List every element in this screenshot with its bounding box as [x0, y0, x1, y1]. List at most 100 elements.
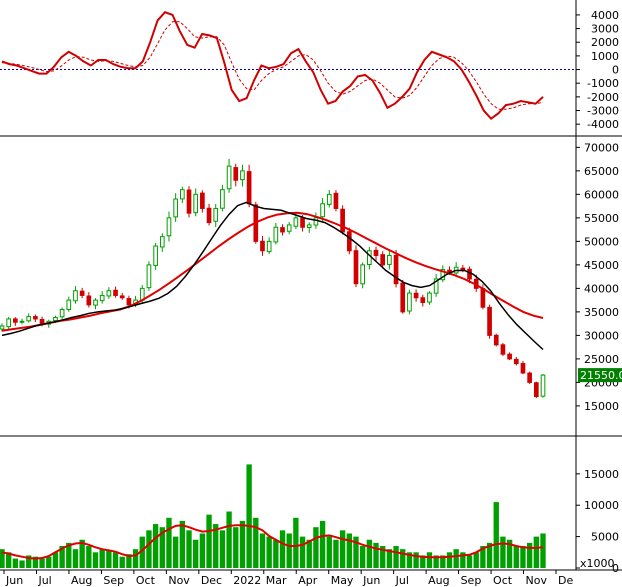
volume-bar — [380, 546, 386, 568]
volume-moving-average — [1, 524, 544, 560]
volume-bar — [132, 549, 139, 568]
candle-body — [400, 282, 406, 313]
volume-bar — [533, 536, 539, 568]
volume-bar — [233, 527, 239, 568]
price-tick-label: 35000 — [584, 306, 619, 319]
candle-body — [66, 299, 72, 310]
candle-body — [340, 208, 345, 233]
candle-body — [387, 254, 392, 265]
volume-bar — [500, 536, 506, 568]
volume-bar — [206, 514, 212, 568]
volume-bar — [72, 549, 79, 568]
price-tick-label: 45000 — [584, 259, 619, 272]
candle-body — [440, 269, 446, 281]
candle-body — [119, 295, 125, 299]
price-tick-label: 15000 — [584, 400, 619, 413]
volume-bar — [259, 533, 266, 568]
volume-bar — [119, 556, 125, 568]
candle-body — [146, 264, 152, 289]
candle-body — [427, 292, 432, 303]
x-tick-label: Nov — [526, 574, 548, 587]
candle-body — [126, 298, 132, 306]
volume-bar — [139, 536, 145, 568]
volume-bar — [59, 546, 65, 568]
candle-body — [26, 316, 32, 322]
oscillator-tick-label: 4000 — [591, 9, 619, 22]
volume-tick-label: 10000 — [584, 499, 619, 512]
oscillator-tick-label: -2000 — [587, 91, 619, 104]
volume-tick-label: 0 — [612, 562, 619, 575]
volume-bar — [520, 546, 526, 568]
volume-bar — [6, 552, 12, 568]
volume-bar — [46, 556, 52, 568]
oscillator-tick-label: 0 — [612, 64, 619, 77]
volume-bar — [166, 517, 172, 568]
volume-bar — [486, 542, 493, 568]
candle-body — [0, 325, 5, 330]
volume-bar — [66, 542, 72, 568]
price-tick-label: 55000 — [584, 212, 619, 225]
volume-bar — [440, 555, 446, 568]
candle-body — [220, 189, 225, 209]
candle-body — [186, 189, 192, 214]
volume-tick-label: 5000 — [591, 531, 619, 544]
volume-bar — [313, 527, 319, 568]
panel-borders — [0, 0, 622, 571]
candle-body — [280, 227, 285, 233]
volume-bar — [12, 558, 19, 568]
oscillator-tick-label: -1000 — [587, 77, 619, 90]
candle-body — [233, 167, 239, 181]
candle-body — [367, 250, 372, 266]
candle-body — [166, 217, 172, 237]
volume-bar — [453, 549, 459, 568]
candle-body — [460, 267, 466, 271]
volume-bar — [473, 552, 479, 568]
volume-ma-line — [1, 524, 544, 560]
volume-bar — [299, 536, 306, 568]
volume-bar — [253, 517, 259, 568]
candle-body — [540, 374, 546, 397]
oscillator-signal-line — [1, 21, 544, 110]
volume-bar — [366, 539, 373, 568]
volume-bar — [193, 539, 199, 568]
candle-body — [153, 245, 158, 266]
price-moving-averages — [1, 201, 544, 351]
candle-body — [39, 318, 45, 325]
x-tick-label: Nov — [168, 574, 190, 587]
volume-bar — [152, 524, 159, 568]
volume-bar — [460, 552, 466, 568]
volume-bar — [172, 536, 179, 568]
volume-bar — [0, 549, 5, 568]
candle-body — [206, 207, 212, 224]
candle-body — [6, 318, 12, 328]
last-price-label: 21550.00 — [580, 369, 622, 382]
volume-bar — [406, 552, 413, 568]
volume-bar — [346, 533, 352, 568]
price-panel: 70000 65000 60000 55000 50000 45000 40000 35000… — [0, 141, 622, 413]
x-tick-label: Aug — [71, 574, 92, 587]
price-tick-label: 70000 — [584, 141, 619, 154]
price-tick-label: 25000 — [584, 353, 619, 366]
candle-body — [93, 299, 98, 306]
candle-body — [507, 353, 512, 360]
volume-bar — [420, 555, 426, 568]
candle-body — [487, 306, 492, 336]
candle-body — [73, 290, 78, 302]
volume-bar — [493, 502, 499, 568]
x-tick-label: May — [331, 574, 354, 587]
candle-body — [33, 316, 38, 320]
candle-body — [286, 224, 292, 232]
candle-body — [300, 217, 305, 228]
candle-body — [527, 372, 532, 383]
x-tick-label: 2022 — [233, 574, 261, 587]
candle-body — [173, 198, 178, 218]
price-tick-label: 30000 — [584, 329, 619, 342]
volume-bar — [480, 546, 486, 568]
volume-tick-label: 15000 — [584, 468, 619, 481]
price-ma-long — [1, 211, 544, 332]
volume-bar — [219, 530, 226, 568]
price-tick-label: 60000 — [584, 188, 619, 201]
volume-bar — [52, 552, 59, 568]
candle-body — [326, 193, 332, 205]
